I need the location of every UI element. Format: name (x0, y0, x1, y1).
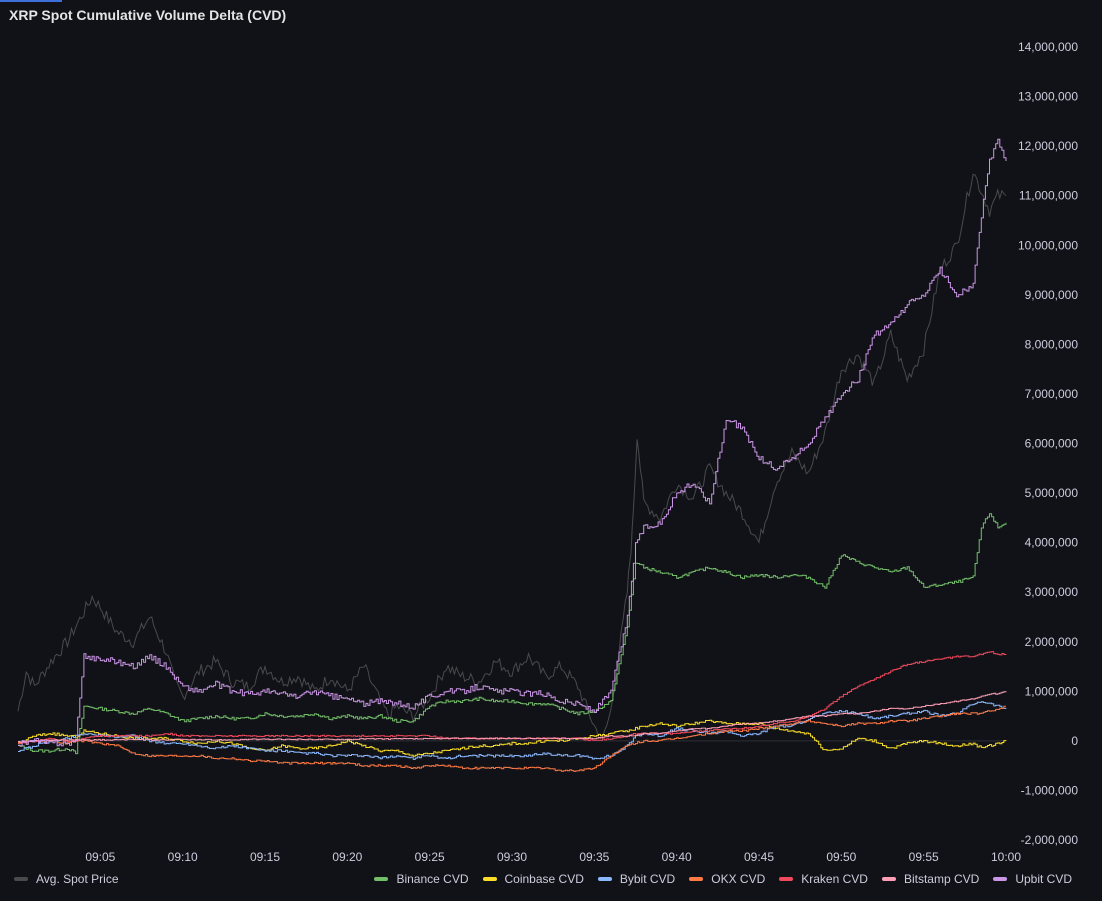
y-tick-label: 1,000,000 (1025, 684, 1079, 698)
legend-price: Avg. Spot Price (14, 872, 119, 886)
y-tick-label: -1,000,000 (1021, 783, 1079, 797)
series-line-upbit (18, 138, 1007, 747)
y-axis: 14,000,000 13,000,000 12,000,000 11,000,000… (1018, 40, 1078, 847)
y-tick-label: 7,000,000 (1025, 387, 1079, 401)
y-tick-label: 13,000,000 (1018, 90, 1078, 104)
y-tick-label: -2,000,000 (1021, 833, 1079, 847)
legend-label-kraken: Kraken CVD (801, 872, 868, 886)
series-layer (18, 138, 1007, 772)
x-tick-label: 09:55 (909, 850, 939, 864)
x-tick-label: 09:15 (250, 850, 280, 864)
x-tick-label: 09:10 (168, 850, 198, 864)
series-line-avg-spot-price (17, 173, 1007, 740)
legend-item-kraken[interactable]: Kraken CVD (779, 872, 868, 886)
legend-label-bybit: Bybit CVD (619, 872, 676, 886)
legend-item-avg-spot-price[interactable]: Avg. Spot Price (14, 872, 119, 886)
legend-swatch-bybit (597, 877, 612, 881)
legend-item-bybit[interactable]: Bybit CVD (597, 872, 676, 886)
legend-item-bitstamp[interactable]: Bitstamp CVD (881, 872, 980, 886)
legend-swatch-kraken (779, 877, 794, 881)
x-tick-label: 09:45 (744, 850, 774, 864)
legend-swatch-price (14, 877, 28, 881)
legend-label-coinbase: Coinbase CVD (504, 872, 584, 886)
x-tick-label: 09:30 (497, 850, 527, 864)
x-tick-label: 09:20 (332, 850, 362, 864)
x-tick-label: 09:25 (415, 850, 445, 864)
price-layer (17, 173, 1007, 740)
panel-title[interactable]: XRP Spot Cumulative Volume Delta (CVD) (9, 7, 287, 23)
y-tick-label: 12,000,000 (1018, 139, 1078, 153)
x-axis: 09:05 09:10 09:15 09:20 09:25 09:30 09:35 09:40… (85, 850, 1021, 864)
legend-item-okx[interactable]: OKX CVD (689, 872, 765, 886)
legend-label-bitstamp: Bitstamp CVD (903, 872, 980, 886)
y-tick-label: 14,000,000 (1018, 40, 1078, 54)
x-tick-label: 09:35 (579, 850, 609, 864)
legend-item-upbit[interactable]: Upbit CVD (993, 872, 1072, 886)
legend-swatch-binance (374, 877, 389, 881)
y-tick-label: 0 (1071, 734, 1078, 748)
series-line-okx (18, 705, 1006, 772)
series-line-bybit (18, 701, 1007, 760)
legend-series: Binance CVD Coinbase CVD Bybit CVD OKX C… (374, 872, 1072, 886)
x-tick-label: 09:50 (826, 850, 856, 864)
legend-label-price: Avg. Spot Price (36, 872, 119, 886)
legend-item-binance[interactable]: Binance CVD (374, 872, 469, 886)
legend-item-coinbase[interactable]: Coinbase CVD (482, 872, 584, 886)
y-tick-label: 8,000,000 (1025, 337, 1079, 351)
series-line-bitstamp (18, 691, 1007, 743)
panel-accent-bar (0, 0, 62, 2)
y-tick-label: 2,000,000 (1025, 635, 1079, 649)
x-tick-label: 09:05 (85, 850, 115, 864)
y-tick-label: 9,000,000 (1025, 288, 1079, 302)
y-tick-label: 4,000,000 (1025, 536, 1079, 550)
series-line-binance (18, 513, 1007, 755)
legend-swatch-coinbase (482, 877, 497, 881)
y-tick-label: 10,000,000 (1018, 238, 1078, 252)
y-tick-label: 11,000,000 (1019, 189, 1078, 203)
x-tick-label: 10:00 (991, 850, 1021, 864)
legend-label-upbit: Upbit CVD (1015, 872, 1072, 886)
x-tick-label: 09:40 (662, 850, 692, 864)
legend-label-okx: OKX CVD (711, 872, 766, 886)
y-tick-label: 6,000,000 (1025, 437, 1079, 451)
legend-swatch-bitstamp (881, 877, 896, 881)
legend-swatch-okx (689, 877, 704, 881)
y-tick-label: 3,000,000 (1025, 585, 1079, 599)
legend-label-binance: Binance CVD (396, 872, 469, 886)
y-tick-label: 5,000,000 (1025, 486, 1079, 500)
legend-swatch-upbit (993, 877, 1008, 881)
